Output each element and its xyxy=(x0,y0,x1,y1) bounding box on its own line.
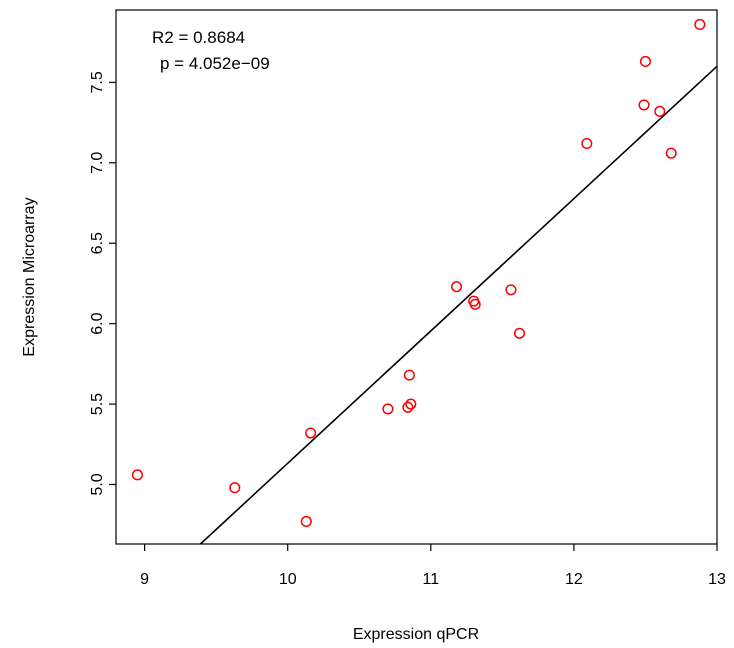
data-point xyxy=(403,369,415,381)
x-tick-label: 9 xyxy=(140,571,149,588)
y-tick-label: 7.5 xyxy=(89,71,106,93)
plot-frame xyxy=(115,9,718,545)
annotation-p-value: p = 4.052e−09 xyxy=(160,54,270,73)
data-point xyxy=(694,18,706,31)
data-point xyxy=(131,469,144,481)
x-axis-label: Expression qPCR xyxy=(353,626,479,643)
x-tick-label: 10 xyxy=(279,571,297,588)
data-point xyxy=(513,327,526,339)
annotation-r2: R2 = 0.8684 xyxy=(152,28,245,47)
y-tick-label: 5.0 xyxy=(89,473,106,495)
y-axis-label: Expression Microarray xyxy=(21,197,38,356)
data-point xyxy=(300,515,312,528)
x-tick-label: 13 xyxy=(708,571,726,588)
regression-line xyxy=(199,65,718,545)
data-point xyxy=(505,284,517,296)
y-tick-label: 6.5 xyxy=(89,232,106,254)
data-point xyxy=(305,427,317,439)
data-point xyxy=(451,281,463,293)
data-points xyxy=(131,18,706,528)
x-tick-label: 11 xyxy=(423,571,440,588)
data-point xyxy=(405,398,417,410)
data-point xyxy=(638,99,650,111)
x-tick-label: 12 xyxy=(565,571,583,588)
y-axis: 5.0 5.5 6.0 6.5 7.0 7.5 xyxy=(89,71,116,496)
y-tick-label: 5.5 xyxy=(89,393,106,415)
data-point xyxy=(654,105,666,117)
data-point xyxy=(229,482,241,494)
data-point xyxy=(382,403,394,415)
data-point xyxy=(665,147,677,159)
y-tick-label: 6.0 xyxy=(89,312,106,334)
data-point xyxy=(581,137,593,150)
y-tick-label: 7.0 xyxy=(89,152,106,174)
data-point xyxy=(639,55,652,68)
data-point xyxy=(402,401,414,413)
data-point xyxy=(469,298,481,310)
x-axis: 9 10 11 12 13 xyxy=(140,544,726,588)
